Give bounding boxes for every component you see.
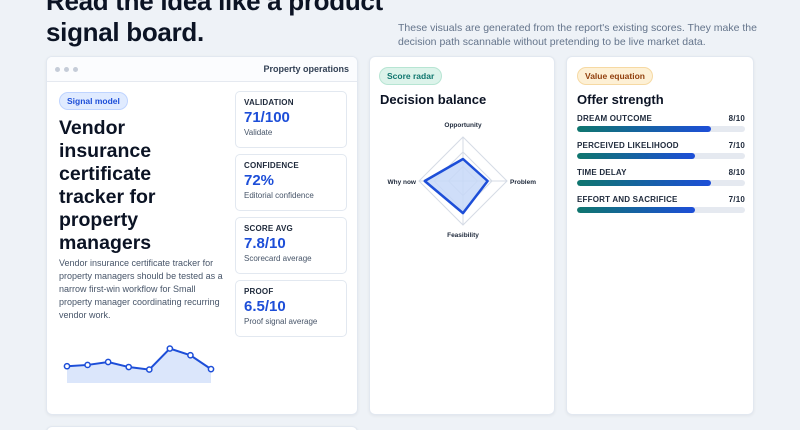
offer-label: TIME DELAY <box>577 168 627 177</box>
offer-bar-track <box>577 180 745 186</box>
metric-proof: PROOF 6.5/10 Proof signal average <box>235 280 347 337</box>
sparkline-point <box>84 361 91 369</box>
offer-bar-track <box>577 153 745 159</box>
radar-series-shape <box>423 157 489 215</box>
page-intro: These visuals are generated from the rep… <box>398 22 757 48</box>
offer-bar-track <box>577 207 745 213</box>
idea-description: Vendor insurance certificate tracker for… <box>59 258 223 321</box>
radar-axis-label: Feasibility <box>447 232 479 239</box>
metric-value: 72% <box>244 172 275 189</box>
sparkline-point <box>63 362 71 370</box>
offer-item-perceived-likelihood: PERCEIVED LIKELIHOOD 7/10 <box>577 141 745 159</box>
idea-title: Vendor insurance certificate tracker for… <box>59 117 156 254</box>
next-section-card <box>46 426 358 430</box>
signal-model-badge: Signal model <box>59 92 128 110</box>
metric-label: CONFIDENCE <box>244 161 299 170</box>
window-dot-icon <box>55 66 60 72</box>
score-radar-badge: Score radar <box>379 67 443 85</box>
offer-score: 8/10 <box>728 168 745 177</box>
radar-title: Decision balance <box>380 92 487 107</box>
offer-item-effort-sacrifice: EFFORT AND SACRIFICE 7/10 <box>577 195 745 213</box>
metric-value: 7.8/10 <box>244 235 286 252</box>
sparkline-chart <box>63 345 215 383</box>
radar-chart: Opportunity Problem Feasibility Why now <box>387 122 536 239</box>
offer-score: 7/10 <box>728 141 745 150</box>
metric-value: 6.5/10 <box>244 298 286 315</box>
offer-bar-fill <box>577 207 695 213</box>
offer-score: 7/10 <box>728 195 745 204</box>
window-bar: Property operations <box>47 57 357 82</box>
offer-label: EFFORT AND SACRIFICE <box>577 195 678 204</box>
radar-axis-label: Why now <box>387 179 416 186</box>
radar-axis-label: Opportunity <box>444 122 482 129</box>
offer-strength-title: Offer strength <box>577 92 664 107</box>
metric-sub: Proof signal average <box>244 317 318 326</box>
sparkline-point <box>207 365 215 373</box>
metric-sub: Editorial confidence <box>244 191 314 200</box>
metric-sub: Scorecard average <box>244 254 312 263</box>
metric-validation: VALIDATION 71/100 Validate <box>235 91 347 148</box>
window-dot-icon <box>64 66 69 72</box>
offer-label: DREAM OUTCOME <box>577 114 653 123</box>
metric-label: PROOF <box>244 287 274 296</box>
value-equation-card: Value equation Offer strength DREAM OUTC… <box>566 56 754 415</box>
window-title: Property operations <box>263 64 349 74</box>
window-dot-icon <box>73 66 78 72</box>
metric-sub: Validate <box>244 128 273 137</box>
metric-confidence: CONFIDENCE 72% Editorial confidence <box>235 154 347 211</box>
offer-item-dream-outcome: DREAM OUTCOME 8/10 <box>577 114 745 132</box>
offer-item-time-delay: TIME DELAY 8/10 <box>577 168 745 186</box>
offer-label: PERCEIVED LIKELIHOOD <box>577 141 679 150</box>
sparkline-point <box>125 363 133 371</box>
value-equation-badge: Value equation <box>577 67 653 85</box>
offer-score: 8/10 <box>728 114 745 123</box>
metric-label: SCORE AVG <box>244 224 293 233</box>
score-radar-card: Score radar Decision balance Opportunity… <box>369 56 555 415</box>
metric-label: VALIDATION <box>244 98 294 107</box>
signal-model-card: Property operations Signal model Vendor … <box>46 56 358 415</box>
sparkline-line <box>66 347 212 371</box>
offer-bar-track <box>577 126 745 132</box>
metric-score-avg: SCORE AVG 7.8/10 Scorecard average <box>235 217 347 274</box>
sparkline-point <box>187 351 194 359</box>
radar-axis-label: Problem <box>510 179 536 186</box>
sparkline-area <box>67 348 211 383</box>
offer-bar-fill <box>577 153 695 159</box>
offer-bar-fill <box>577 180 712 186</box>
sparkline-point <box>104 358 112 366</box>
offer-bar-fill <box>577 126 712 132</box>
sparkline-point <box>145 366 153 373</box>
metric-value: 71/100 <box>244 109 290 126</box>
page-headline: Read the idea like a product signal boar… <box>46 0 383 48</box>
sparkline-point <box>166 345 174 352</box>
